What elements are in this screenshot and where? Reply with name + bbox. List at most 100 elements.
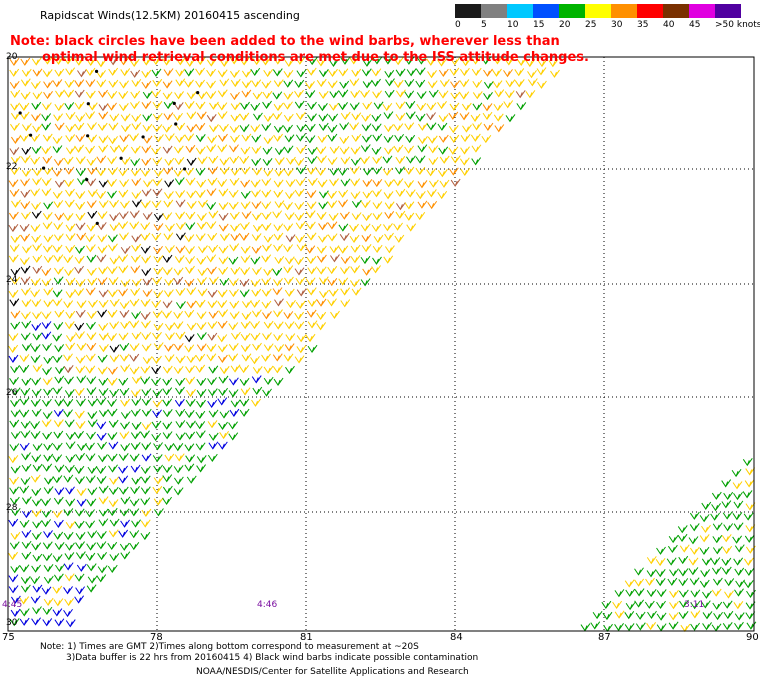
wind-barb	[41, 102, 52, 111]
wind-barb	[52, 454, 63, 463]
wind-barb	[351, 112, 362, 121]
wind-barb	[272, 111, 283, 121]
wind-barb	[196, 221, 207, 230]
wind-barb	[362, 58, 373, 67]
wind-barb	[274, 157, 285, 166]
wind-barb	[65, 244, 76, 254]
wind-barb	[667, 544, 678, 554]
wind-barb	[175, 355, 186, 364]
wind-barb	[272, 365, 283, 374]
wind-barb	[164, 191, 174, 200]
wind-barb	[362, 212, 372, 222]
wind-barb	[340, 266, 350, 275]
wind-barb	[31, 617, 41, 626]
wind-barb	[174, 177, 185, 186]
wind-barb	[173, 102, 184, 111]
wind-barb	[76, 375, 87, 384]
wind-barb	[74, 322, 85, 331]
wind-barb	[437, 100, 447, 110]
wind-barb	[273, 79, 284, 88]
legend-swatch	[481, 4, 507, 18]
wind-barb	[351, 199, 362, 209]
wind-barb	[175, 232, 186, 241]
wind-barb	[96, 465, 107, 475]
wind-barb	[108, 289, 118, 298]
wind-barb	[32, 68, 43, 77]
wind-barb	[284, 321, 295, 330]
wind-barb	[21, 123, 32, 132]
wind-barb	[372, 178, 383, 188]
wind-barb	[108, 419, 119, 428]
wind-barb	[746, 621, 757, 630]
wind-barb	[283, 79, 294, 88]
wind-barb	[349, 223, 359, 232]
wind-barb	[20, 78, 31, 87]
wind-barb	[10, 111, 21, 121]
wind-barb	[98, 200, 109, 209]
wind-barb	[86, 431, 96, 440]
wind-barb	[230, 113, 241, 122]
wind-barb	[437, 122, 448, 131]
wind-barb	[241, 69, 252, 78]
wind-barb	[450, 155, 461, 164]
wind-barb	[229, 211, 240, 220]
wind-barb	[152, 454, 163, 463]
wind-barb	[667, 577, 678, 586]
wind-barb	[305, 135, 316, 144]
wind-barb	[184, 463, 195, 472]
wind-barb	[317, 134, 328, 144]
wind-barb	[21, 496, 32, 505]
wind-barb	[195, 56, 206, 66]
wind-barb	[340, 156, 351, 165]
wind-barb	[97, 552, 108, 561]
wind-barb	[131, 191, 142, 200]
wind-barb	[31, 299, 42, 308]
legend-label: 15	[533, 20, 545, 30]
wind-barb	[251, 309, 262, 318]
wind-barb	[207, 420, 218, 429]
wind-barb	[372, 166, 383, 175]
wind-barb	[295, 111, 306, 121]
wind-barb	[514, 68, 525, 77]
wind-barb	[118, 332, 129, 341]
wind-barb	[406, 223, 417, 232]
wind-barb	[734, 612, 745, 621]
wind-barb	[656, 600, 666, 609]
wind-barb	[316, 78, 327, 88]
wind-barb	[41, 498, 51, 507]
wind-barb	[393, 123, 404, 132]
wind-barb	[263, 365, 274, 374]
wind-barb	[318, 222, 328, 231]
wind-barb	[30, 421, 40, 430]
wind-barb	[153, 442, 163, 451]
wind-barb	[20, 430, 31, 439]
legend-label: >50 knots	[715, 20, 760, 30]
wind-barb	[712, 522, 723, 531]
wind-barb	[131, 331, 142, 340]
wind-barb	[678, 589, 689, 598]
wind-barb	[30, 431, 41, 440]
wind-barb	[175, 211, 186, 220]
wind-barb	[118, 453, 129, 462]
wind-barb	[175, 386, 185, 395]
wind-barb	[294, 355, 305, 364]
wind-barb	[109, 518, 120, 527]
wind-barb	[96, 79, 107, 88]
wind-barb	[219, 277, 230, 286]
wind-barb	[64, 268, 75, 277]
wind-barb	[118, 377, 129, 386]
wind-barb	[140, 232, 151, 241]
wind-barb	[108, 441, 119, 450]
wind-barb	[372, 189, 382, 198]
wind-barb	[186, 388, 196, 398]
wind-barb	[140, 168, 151, 177]
wind-barb	[416, 102, 427, 112]
wind-barb	[164, 133, 175, 142]
wind-barb	[85, 552, 96, 561]
wind-barb	[54, 618, 65, 627]
wind-barb	[406, 155, 416, 164]
wind-barb	[74, 89, 85, 98]
wind-barb	[272, 287, 283, 296]
wind-barb	[43, 201, 54, 210]
